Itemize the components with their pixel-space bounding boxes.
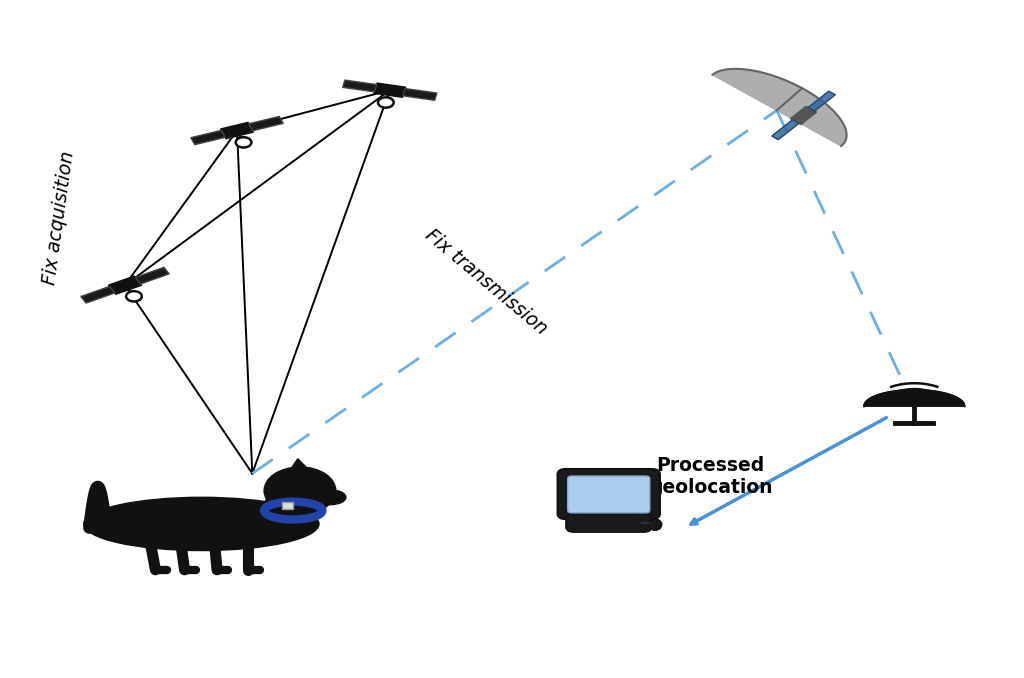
Ellipse shape	[648, 519, 662, 530]
Polygon shape	[190, 130, 225, 144]
Text: Processed
geolocation: Processed geolocation	[649, 456, 772, 498]
Polygon shape	[343, 80, 377, 92]
Polygon shape	[864, 390, 965, 406]
Polygon shape	[81, 286, 115, 303]
Circle shape	[236, 137, 251, 148]
Polygon shape	[374, 83, 406, 97]
FancyBboxPatch shape	[558, 469, 659, 519]
Polygon shape	[713, 69, 847, 146]
Circle shape	[126, 291, 141, 302]
Ellipse shape	[84, 497, 319, 551]
Polygon shape	[289, 459, 311, 472]
Polygon shape	[220, 123, 253, 139]
Bar	[282, 502, 293, 509]
FancyBboxPatch shape	[567, 476, 650, 513]
Polygon shape	[109, 276, 141, 294]
Polygon shape	[584, 514, 634, 517]
Ellipse shape	[264, 489, 306, 526]
Text: Fix acquisition: Fix acquisition	[40, 150, 78, 286]
Polygon shape	[791, 106, 817, 125]
Polygon shape	[808, 92, 836, 111]
Text: Fix transmission: Fix transmission	[422, 225, 551, 338]
Circle shape	[378, 98, 393, 108]
Circle shape	[264, 467, 336, 515]
Polygon shape	[402, 89, 437, 100]
Polygon shape	[249, 117, 284, 131]
Polygon shape	[772, 120, 799, 140]
Ellipse shape	[314, 490, 346, 504]
Polygon shape	[135, 267, 169, 284]
FancyBboxPatch shape	[566, 514, 651, 532]
